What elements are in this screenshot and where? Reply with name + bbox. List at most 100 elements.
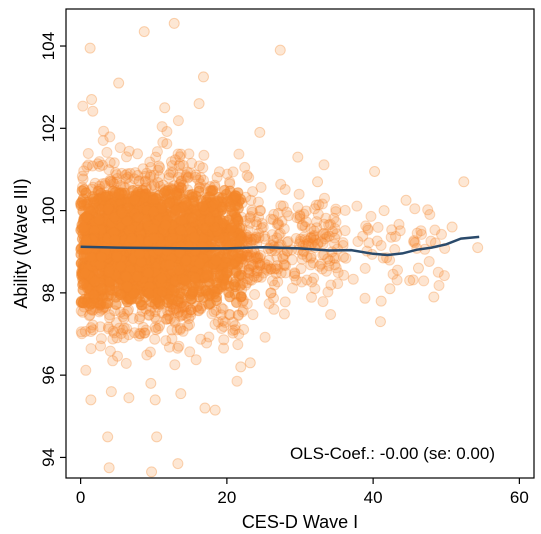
scatter-point [148,232,160,244]
outlier-point [149,394,161,406]
scatter-point [185,306,197,318]
scatter-point [371,235,383,247]
scatter-point [227,327,239,339]
scatter-point [120,357,132,369]
scatter-point [330,203,342,215]
scatter-point [170,204,182,216]
scatter-point [188,231,200,243]
scatter-point [180,300,192,312]
scatter-point [168,314,180,326]
scatter-point [338,251,349,263]
scatter-point [273,229,285,240]
scatter-point [260,263,272,275]
scatter-point [149,333,161,345]
scatter-point [411,227,423,239]
scatter-point [340,252,352,264]
scatter-point [104,345,116,357]
scatter-point [330,206,342,218]
scatter-point [224,309,236,321]
scatter-point [255,271,267,283]
scatter-point [289,267,301,279]
scatter-point [138,327,150,339]
scatter-point [141,181,152,193]
scatter-point [150,193,162,205]
scatter-point [180,310,192,322]
scatter-point [104,312,116,324]
scatter-point [131,271,143,283]
scatter-point [185,310,197,321]
outlier-point [103,462,115,474]
scatter-point [167,166,179,178]
scatter-point [253,227,265,239]
scatter-point [178,300,190,312]
scatter-point [190,171,202,183]
scatter-point [101,146,113,158]
scatter-point [118,322,130,334]
scatter-point [163,341,175,353]
scatter-point [197,200,209,212]
scatter-point [169,154,181,166]
scatter-point [104,176,116,187]
scatter-point [174,168,186,180]
scatter-point [243,231,255,243]
scatter-point [123,304,134,315]
outlier-point [378,205,390,217]
scatter-point [128,173,140,185]
scatter-point [278,308,290,320]
scatter-point [96,251,107,263]
scatter-point [137,163,149,175]
scatter-point [250,232,262,244]
scatter-point [323,230,335,242]
x-tick-label: 60 [510,488,529,507]
scatter-point [129,167,141,179]
scatter-point [109,234,121,246]
scatter-point [148,206,160,218]
scatter-point [177,160,189,171]
scatter-point [85,343,97,355]
scatter-point [305,231,317,243]
scatter-point [249,233,261,245]
scatter-point [186,212,198,224]
scatter-point [408,235,420,247]
scatter-point [305,232,317,244]
scatter-point [272,207,284,219]
scatter-point [149,321,161,333]
scatter-point [258,267,269,279]
scatter-point [359,262,371,274]
scatter-point [229,320,241,332]
scatter-point [102,321,114,333]
scatter-point [276,215,288,227]
scatter-point [236,306,248,318]
scatter-point [163,294,175,306]
scatter-point [432,266,444,278]
scatter-point [224,201,236,213]
scatter-point [186,157,198,169]
scatter-point [270,268,282,279]
scatter-point [254,259,266,271]
scatter-point [121,215,133,227]
scatter-point [172,148,184,160]
scatter-point [144,346,156,358]
scatter-point [132,169,144,181]
x-axis: 0 20 40 60 [76,478,529,507]
scatter-point [89,275,101,287]
scatter-point [271,232,283,244]
outlier-point [312,176,324,188]
scatter-point [164,313,176,325]
scatter-point [190,354,202,366]
outlier-point [369,166,381,178]
scatter-point [176,301,188,313]
scatter-point [152,164,164,176]
scatter-point [177,325,189,337]
scatter-point [99,177,111,189]
scatter-point [198,149,210,161]
scatter-point [320,229,332,240]
scatter-point [118,308,130,320]
outlier-point [175,388,187,400]
scatter-point [291,212,303,224]
scatter-point [129,327,140,339]
scatter-point [241,169,253,181]
scatter-point [390,231,401,242]
scatter-point [182,172,194,184]
scatter-point [145,169,157,181]
